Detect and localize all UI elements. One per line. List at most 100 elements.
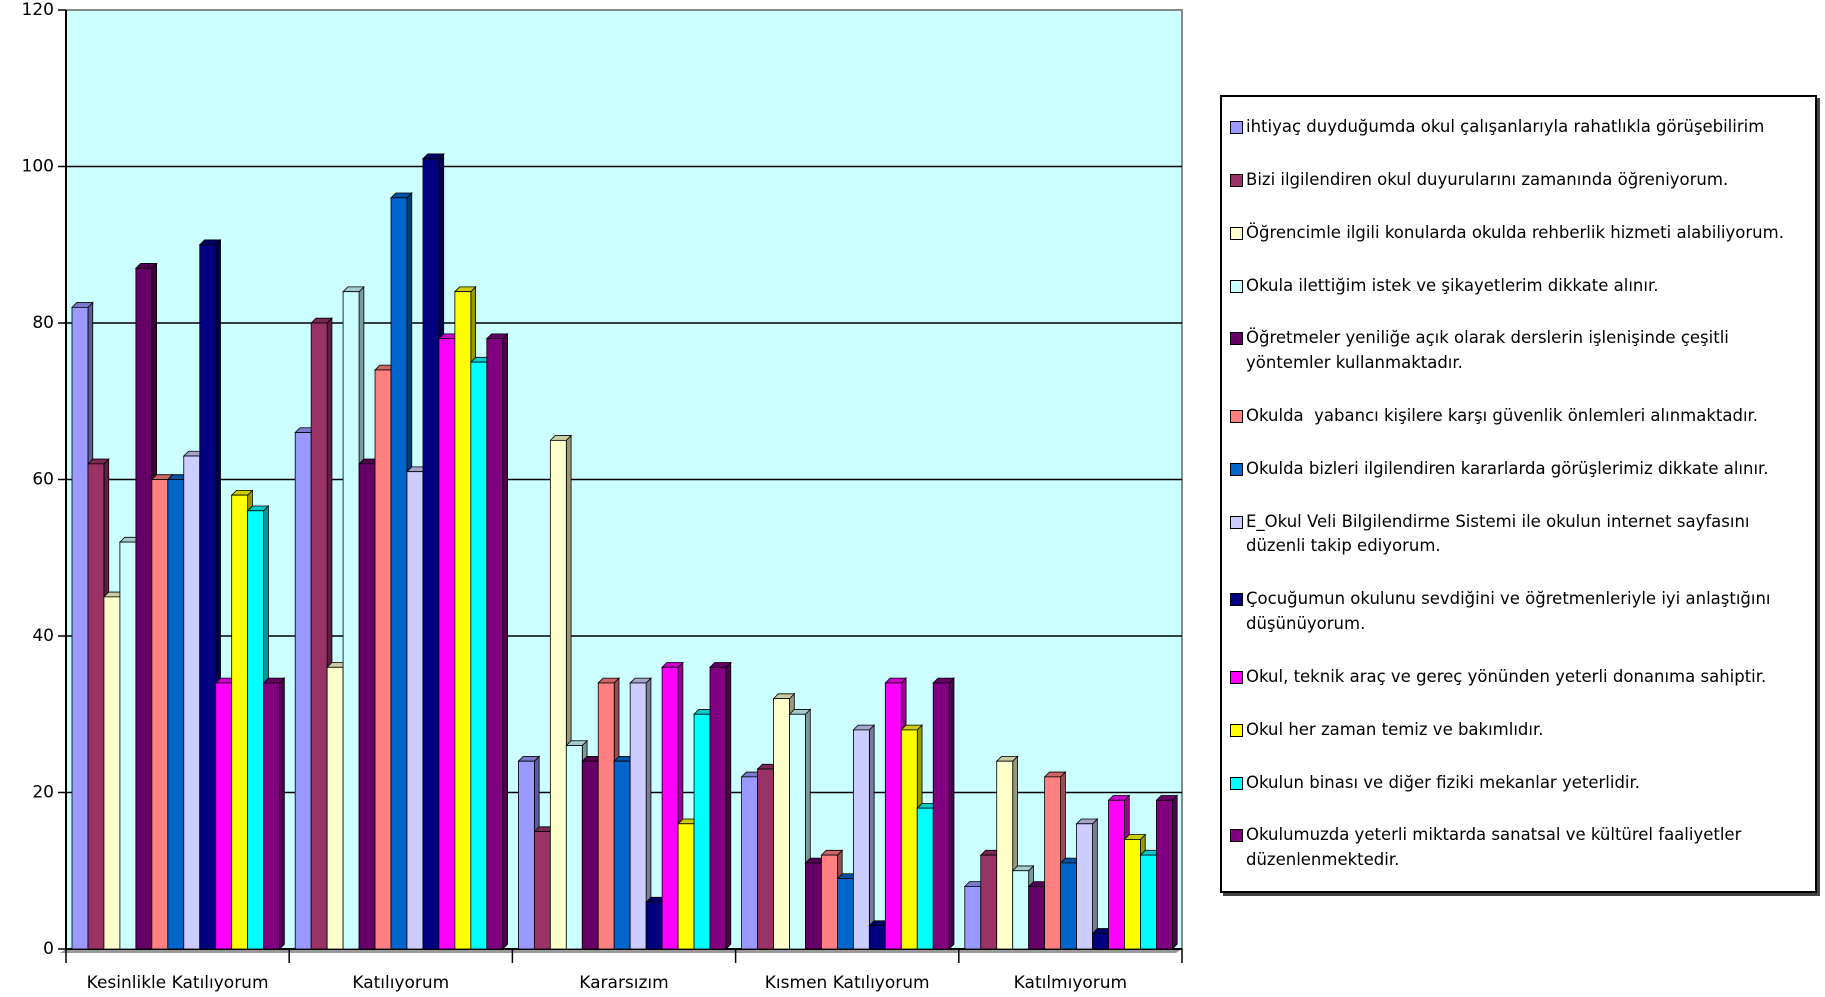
bar (980, 854, 998, 950)
bar (1060, 862, 1077, 950)
bar (613, 760, 631, 950)
bar (805, 862, 822, 950)
bar (533, 831, 551, 950)
y-tick-label: 80 (32, 313, 54, 333)
bar (470, 361, 488, 950)
bar-group (262, 677, 286, 950)
bar-group (1075, 818, 1099, 950)
bar-side (1171, 794, 1178, 950)
bar (422, 158, 440, 950)
y-tick-label: 100 (22, 157, 54, 177)
bar (1108, 799, 1125, 950)
bar (884, 682, 902, 950)
legend-item: E_Okul Veli Bilgilendirme Sistemi ile ok… (1230, 510, 1807, 560)
legend-item: Okul, teknik araç ve gereç yönünden yete… (1230, 665, 1807, 690)
bar (1076, 823, 1093, 950)
bar (342, 291, 360, 950)
bar (406, 471, 424, 950)
legend-label: Okulda yabancı kişilere karşı güvenlik ö… (1246, 406, 1759, 426)
legend-label: Öğretmeler yeniliğe açık olarak dersleri… (1246, 328, 1735, 373)
legend-label: Okulun binası ve diğer fiziki mekanlar y… (1246, 772, 1641, 792)
legend-item: Okul her zaman temiz ve bakımlıdır. (1230, 718, 1807, 743)
legend-item: Okulun binası ve diğer fiziki mekanlar y… (1230, 771, 1807, 796)
legend-swatch (1230, 515, 1243, 529)
legend-swatch (1230, 410, 1243, 424)
legend-label: Okulda bizleri ilgilendiren kararlarda g… (1246, 458, 1769, 478)
legend-swatch (1230, 723, 1243, 737)
bar (868, 925, 886, 950)
bar (677, 823, 695, 950)
bar (263, 682, 280, 950)
legend-swatch (1230, 173, 1243, 187)
bar (900, 729, 918, 950)
legend-item: Okulda bizleri ilgilendiren kararlarda g… (1230, 457, 1807, 482)
legend-item: Okulda yabancı kişilere karşı güvenlik ö… (1230, 404, 1807, 429)
y-tick-label: 120 (22, 0, 54, 20)
legend-label: Okula ilettiğim istek ve şikayetlerim di… (1246, 275, 1659, 295)
legend-swatch (1230, 462, 1243, 476)
y-tick-label: 40 (32, 626, 54, 646)
legend-label: E_Okul Veli Bilgilendirme Sistemi ile ok… (1246, 511, 1755, 556)
bar (119, 541, 137, 950)
bar (565, 745, 583, 950)
legend-label: Öğrencimle ilgili konularda okulda rehbe… (1246, 222, 1784, 242)
x-tick-label: Kesinlikle Katılıyorum (87, 973, 269, 993)
bar-side (725, 661, 732, 950)
bar (629, 682, 647, 950)
legend-item: Bizi ilgilendiren okul duyurularını zama… (1230, 168, 1807, 193)
bar (231, 494, 249, 950)
bar (103, 596, 121, 950)
bar (852, 729, 870, 950)
bar (549, 439, 567, 950)
bar (1124, 839, 1141, 950)
legend-item: Okulumuzda yeterli miktarda sanatsal ve … (1230, 823, 1807, 873)
bar (310, 322, 328, 950)
bar (199, 244, 217, 950)
legend-label: ihtiyaç duyduğumda okul çalışanlarıyla r… (1246, 117, 1765, 137)
legend-swatch (1230, 829, 1243, 843)
legend: ihtiyaç duyduğumda okul çalışanlarıyla r… (1220, 95, 1817, 893)
bar (183, 455, 201, 950)
bar-group (932, 677, 955, 950)
legend-item: Okula ilettiğim istek ve şikayetlerim di… (1230, 274, 1807, 299)
x-tick-label: Kararsızım (579, 973, 668, 993)
legend-item: ihtiyaç duyduğumda okul çalışanlarıyla r… (1230, 115, 1807, 140)
x-tick-label: Kısmen Katılıyorum (765, 973, 930, 993)
bar (326, 666, 344, 950)
legend-swatch (1230, 279, 1243, 293)
bar (709, 666, 727, 950)
bar (1028, 886, 1046, 950)
bar-side (868, 724, 875, 950)
bar-side (502, 332, 508, 950)
bar (581, 760, 599, 950)
bar (932, 682, 950, 950)
bar (789, 713, 806, 950)
legend-swatch (1230, 332, 1243, 346)
bar-group (629, 677, 652, 950)
bar (167, 479, 185, 950)
legend-label: Okul her zaman temiz ve bakımlıdır. (1246, 719, 1544, 739)
bar (693, 713, 711, 950)
bar (71, 306, 89, 950)
x-tick-label: Katılıyorum (352, 973, 449, 993)
bar (215, 682, 233, 950)
bar (821, 854, 838, 950)
bar (151, 479, 169, 950)
legend-label: Bizi ilgilendiren okul duyurularını zama… (1246, 169, 1729, 189)
bar (135, 267, 153, 950)
bar-side (948, 677, 955, 950)
y-tick-label: 20 (32, 783, 54, 803)
legend-item: Çocuğumun okulunu sevdiğini ve öğretmenl… (1230, 587, 1807, 637)
legend-swatch (1230, 593, 1243, 607)
bar (486, 338, 504, 950)
bar (661, 666, 679, 950)
legend-label: Okulumuzda yeterli miktarda sanatsal ve … (1246, 825, 1747, 870)
legend-label: Çocuğumun okulunu sevdiğini ve öğretmenl… (1246, 589, 1776, 634)
bar (741, 776, 758, 950)
bar (390, 197, 408, 950)
bar (358, 463, 376, 950)
bar (518, 760, 535, 950)
bar (996, 760, 1014, 950)
